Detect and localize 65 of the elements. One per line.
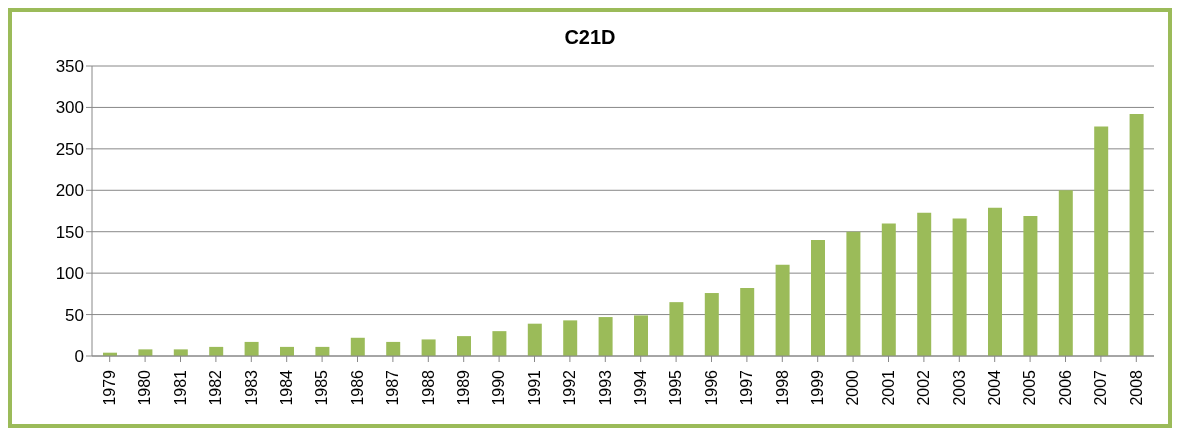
y-tick-label: 350 (55, 57, 84, 77)
x-tick-label: 2000 (844, 369, 862, 406)
bar (492, 331, 507, 356)
x-tick-label: 1993 (596, 369, 614, 406)
bar (421, 339, 436, 356)
bar (1129, 114, 1144, 356)
x-tick-label: 1988 (419, 369, 437, 406)
bar (740, 288, 755, 356)
x-tick-label: 1991 (525, 369, 543, 406)
bar (1094, 126, 1109, 356)
x-tick-label: 1981 (171, 369, 189, 406)
y-tick-label: 50 (65, 305, 84, 325)
x-tick-label: 2001 (879, 369, 897, 406)
x-tick-label: 1997 (738, 369, 756, 406)
bar (173, 349, 188, 356)
bar (952, 218, 967, 356)
x-tick-label: 1989 (455, 369, 473, 406)
y-tick-label: 250 (55, 139, 84, 159)
y-tick-label: 300 (55, 98, 84, 118)
chart-title: C21D (563, 26, 617, 50)
bar (1058, 190, 1073, 356)
x-tick-label: 1996 (702, 369, 720, 406)
bar (457, 336, 471, 356)
x-tick-label: 1982 (207, 369, 225, 406)
x-tick-label: 1985 (313, 369, 331, 406)
bar (1023, 215, 1038, 356)
bar (634, 315, 648, 356)
x-tick-label: 1980 (136, 369, 154, 406)
x-tick-label: 1995 (667, 369, 685, 406)
bar (138, 349, 153, 356)
y-tick-label: 150 (55, 222, 84, 242)
bar (988, 207, 1002, 356)
y-tick-label: 0 (74, 347, 84, 367)
bar (527, 323, 542, 356)
y-tick-label: 200 (55, 181, 84, 201)
x-tick-label: 2006 (1056, 369, 1074, 406)
y-tick-label: 100 (55, 264, 84, 284)
bar (846, 231, 861, 356)
bar (881, 223, 896, 356)
x-tick-label: 1998 (773, 369, 791, 406)
x-tick-label: 2008 (1127, 369, 1145, 406)
bar (775, 264, 790, 356)
bar (917, 212, 932, 356)
x-tick-label: 1983 (242, 369, 260, 406)
x-tick-label: 2002 (915, 369, 933, 406)
x-tick-label: 1986 (348, 369, 366, 406)
x-tick-label: 2007 (1092, 369, 1110, 406)
bar (811, 240, 825, 356)
bar (563, 320, 578, 356)
x-tick-label: 1999 (809, 369, 827, 406)
bar (598, 317, 613, 356)
x-tick-label: 1994 (632, 369, 650, 406)
x-tick-label: 2005 (1021, 369, 1039, 406)
x-tick-label: 1992 (561, 369, 579, 406)
bar (704, 293, 719, 356)
x-tick-label: 2004 (986, 369, 1004, 406)
bar (350, 337, 365, 356)
x-tick-label: 1987 (384, 369, 402, 406)
bar (386, 341, 401, 356)
x-tick-label: 1990 (490, 369, 508, 406)
x-tick-label: 1979 (101, 369, 119, 406)
x-tick-label: 1984 (278, 369, 296, 406)
bar (669, 302, 684, 356)
bar (244, 341, 259, 356)
x-tick-label: 2003 (950, 369, 968, 406)
